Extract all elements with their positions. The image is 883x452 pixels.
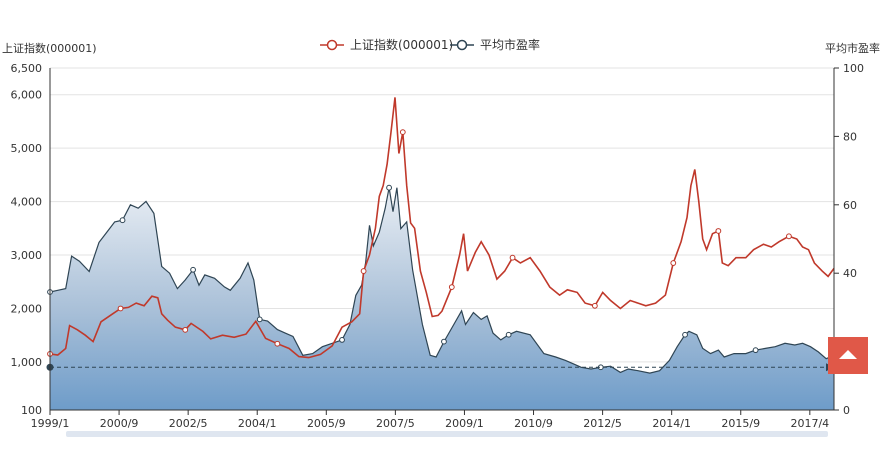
index-point[interactable]	[360, 268, 367, 274]
left-tick-label: 2,000	[11, 302, 43, 315]
left-axis-title: 上证指数(000001)	[2, 41, 97, 55]
index-point[interactable]	[182, 326, 189, 333]
pe-line	[49, 187, 835, 374]
x-tick-label: 2000/9	[100, 417, 139, 430]
pe-area-fill	[50, 187, 834, 410]
legend[interactable]: 上证指数(000001) 平均市盈率	[320, 37, 540, 52]
pe-point[interactable]	[190, 266, 196, 273]
index-point[interactable]	[786, 233, 792, 240]
index-point[interactable]	[448, 284, 455, 290]
pe-point[interactable]	[682, 331, 688, 338]
index-point[interactable]	[399, 129, 406, 136]
x-tick-label: 2007/5	[376, 417, 415, 430]
index-point[interactable]	[715, 228, 722, 234]
x-tick-label: 2012/5	[583, 417, 622, 430]
right-tick-label: 40	[843, 267, 857, 280]
pe-point[interactable]	[505, 331, 512, 338]
index-point[interactable]	[509, 254, 516, 261]
x-tick-label: 2009/1	[445, 417, 484, 430]
right-tick-label: 60	[843, 199, 857, 212]
pe-point[interactable]	[752, 347, 759, 354]
right-tick-label: 0	[843, 404, 850, 417]
index-point[interactable]	[670, 260, 677, 266]
left-tick-label: 6,000	[11, 89, 43, 102]
pe-point[interactable]	[256, 316, 263, 323]
x-tick-label: 2017/4	[790, 417, 829, 430]
pe-area	[50, 187, 834, 410]
legend-label: 上证指数(000001)	[350, 37, 453, 52]
legend-symbol	[326, 39, 338, 51]
pe-point[interactable]	[441, 338, 447, 345]
x-tick-label: 2005/9	[307, 417, 346, 430]
legend-symbol	[456, 39, 468, 51]
x-tick-label: 2002/5	[169, 417, 208, 430]
right-tick-label: 100	[843, 62, 864, 75]
index-point[interactable]	[274, 340, 281, 347]
pe-point[interactable]	[119, 217, 126, 224]
index-point[interactable]	[591, 302, 598, 309]
left-tick-label: 6,500	[11, 62, 43, 75]
right-axis-title: 平均市盈率	[825, 41, 880, 55]
left-tick-label: 5,000	[11, 142, 43, 155]
left-tick-label: 3,000	[11, 249, 43, 262]
x-tick-label: 2010/9	[514, 417, 553, 430]
axes: 100 1,000 2,000 3,000 4,000 5,000 6,000 6,500 0 2…	[2, 41, 880, 430]
legend-item[interactable]: 上证指数(000001)	[320, 37, 453, 52]
right-tick-label: 80	[843, 130, 857, 143]
x-tick-label: 2004/1	[238, 417, 277, 430]
legend-item[interactable]: 平均市盈率	[450, 37, 540, 52]
pe-point[interactable]	[386, 184, 392, 191]
x-tick-label: 2014/1	[652, 417, 691, 430]
left-tick-label: 100	[21, 404, 42, 417]
index-point[interactable]	[117, 305, 124, 312]
pe-point[interactable]	[339, 336, 345, 343]
x-tick-label: 2015/9	[721, 417, 760, 430]
left-tick-label: 4,000	[11, 196, 43, 209]
zoom-slider[interactable]	[66, 431, 828, 437]
index-line	[49, 97, 835, 359]
scroll-top-button[interactable]	[828, 337, 868, 374]
x-tick-label: 1999/1	[31, 417, 70, 430]
legend-label: 平均市盈率	[480, 37, 540, 52]
arrow-up-icon	[839, 350, 857, 359]
left-tick-label: 1,000	[11, 356, 43, 369]
